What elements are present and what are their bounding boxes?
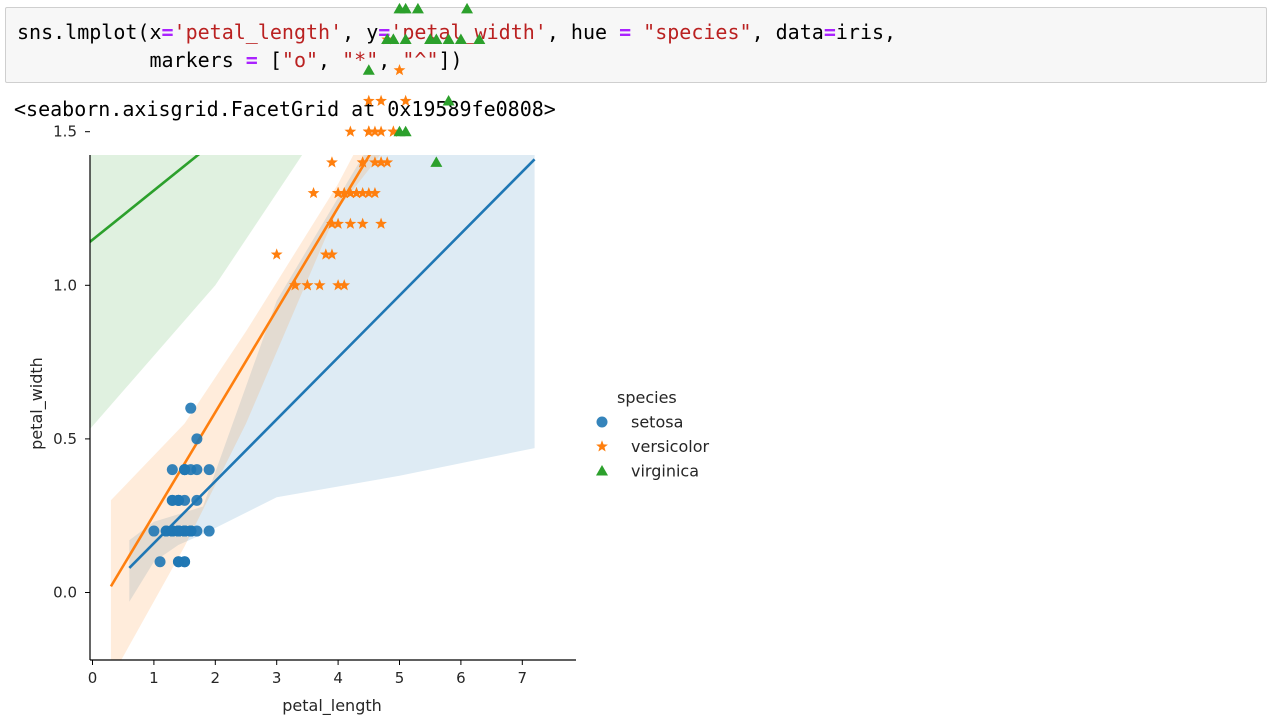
setosa-point [172, 556, 184, 568]
virginica-point [442, 94, 455, 106]
x-tick-label: 1 [149, 669, 159, 687]
virginica-point [430, 156, 443, 167]
virginica-point [442, 33, 455, 45]
versicolor-point [326, 156, 338, 168]
legend-label-setosa: setosa [631, 413, 683, 432]
virginica-point [362, 64, 375, 75]
setosa-point [179, 464, 191, 476]
versicolor-point [362, 186, 375, 199]
virginica-ci-band [90, 155, 303, 430]
versicolor-point [338, 186, 351, 199]
versicolor-point [344, 217, 357, 229]
setosa-ci-band [129, 155, 535, 602]
versicolor-point [344, 186, 357, 199]
versicolor-point [301, 279, 314, 291]
setosa-point [191, 433, 203, 445]
virginica-point [424, 33, 437, 45]
axes: 012345670.00.51.01.52.02.5petal_lengthpe… [27, 123, 576, 716]
y-tick-label: 1.5 [53, 123, 77, 141]
virginica-point [399, 125, 412, 137]
setosa-point [191, 494, 203, 506]
versicolor-point [393, 64, 406, 76]
versicolor-point [344, 125, 357, 137]
versicolor-point [313, 279, 326, 291]
x-tick-label: 0 [88, 669, 98, 687]
setosa-point [148, 525, 160, 537]
versicolor-point [332, 186, 344, 199]
setosa-point [203, 525, 215, 537]
code-line-1: sns.lmplot(x='petal_length', y='petal_wi… [17, 20, 897, 44]
virginica-point [399, 33, 412, 45]
versicolor-point [399, 94, 412, 106]
legend-marker-versicolor [596, 440, 608, 452]
legend-label-versicolor: versicolor [631, 437, 709, 456]
y-tick-label: 0.0 [53, 584, 77, 602]
virginica-point [461, 2, 474, 14]
versicolor-point [350, 186, 363, 199]
setosa-point [154, 556, 166, 568]
x-tick-label: 7 [518, 669, 528, 687]
setosa-point [203, 464, 215, 476]
code-line-2: markers = ["o", "*", "^"]) [17, 48, 463, 72]
y-tick-label: 1.0 [53, 276, 77, 294]
cell-output-text: <seaborn.axisgrid.FacetGrid at 0x19589fe… [14, 97, 556, 121]
setosa-point [185, 402, 197, 414]
virginica-point [473, 33, 486, 45]
virginica-point [393, 2, 406, 14]
versicolor-point [369, 125, 381, 137]
x-tick-label: 4 [333, 669, 343, 687]
versicolor-point [332, 217, 344, 229]
versicolor-point [338, 279, 351, 291]
x-tick-label: 5 [395, 669, 405, 687]
versicolor-point [387, 125, 400, 137]
versicolor-point [369, 186, 381, 199]
scatter-points [148, 2, 486, 568]
versicolor-point [369, 156, 381, 168]
x-axis-label: petal_length [282, 696, 382, 716]
x-tick-label: 2 [211, 669, 221, 687]
x-tick-label: 6 [456, 669, 466, 687]
versicolor-point [270, 248, 283, 260]
versicolor-point [326, 217, 338, 229]
versicolor-point [362, 125, 375, 137]
legend-marker-setosa [596, 416, 608, 428]
versicolor-point [375, 156, 387, 168]
versicolor-point [307, 186, 320, 199]
y-axis-label: petal_width [27, 357, 47, 450]
versicolor-point [356, 186, 369, 199]
setosa-point [172, 494, 184, 506]
versicolor-point [326, 248, 338, 260]
versicolor-point [356, 217, 369, 229]
ci-bands [90, 155, 535, 660]
versicolor-point [375, 217, 387, 229]
legend: species setosa versicolor virginica [596, 388, 709, 481]
virginica-regression-line [90, 155, 201, 244]
versicolor-point [356, 156, 369, 168]
code-cell[interactable]: sns.lmplot(x='petal_length', y='petal_wi… [5, 7, 1267, 83]
legend-title: species [617, 388, 677, 407]
versicolor-point [362, 94, 375, 106]
y-tick-label: 0.5 [53, 430, 77, 448]
versicolor-point [375, 94, 387, 106]
setosa-point [166, 464, 178, 476]
legend-marker-virginica [596, 465, 608, 476]
x-tick-label: 3 [272, 669, 282, 687]
virginica-point [381, 33, 394, 45]
virginica-point [411, 2, 424, 14]
versicolor-point [375, 125, 387, 137]
versicolor-point [332, 279, 344, 291]
versicolor-point [381, 156, 394, 168]
legend-label-virginica: virginica [631, 462, 699, 481]
setosa-point [172, 525, 184, 537]
virginica-point [454, 33, 467, 45]
versicolor-point [289, 279, 302, 291]
versicolor-point [319, 248, 332, 260]
